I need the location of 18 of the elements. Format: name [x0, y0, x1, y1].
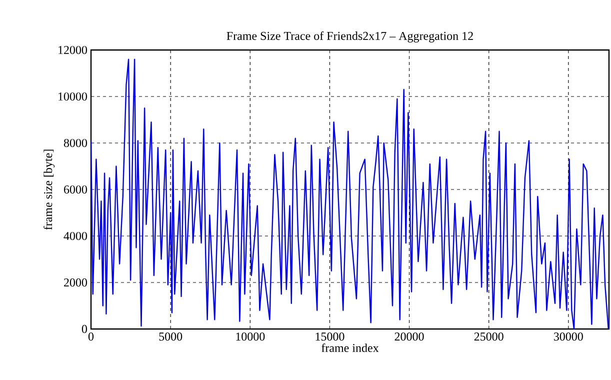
- x-tick-label: 15000: [316, 332, 344, 341]
- y-axis-title: frame size [byte]: [44, 150, 55, 230]
- y-tick-label: 4000: [64, 232, 88, 240]
- y-tick-label: 12000: [58, 46, 88, 54]
- y-tick-label: 10000: [58, 92, 88, 101]
- line-series: [91, 58, 609, 329]
- y-tick-label: 8000: [64, 138, 88, 148]
- y-tick-label: 0: [82, 324, 88, 334]
- x-tick-label: 10000: [236, 332, 265, 341]
- chart-title: Frame Size Trace of Friends2x17 – Aggregation 12: [226, 31, 473, 42]
- x-tick-label: 5000: [159, 332, 182, 341]
- x-tick-label: 0: [88, 332, 94, 341]
- x-axis-title: frame index: [322, 343, 379, 352]
- x-tick-label: 25000: [474, 332, 504, 341]
- y-tick-label: 6000: [64, 185, 88, 194]
- x-tick-label: 30000: [554, 332, 583, 341]
- y-tick-label: 2000: [64, 278, 88, 287]
- x-tick-label: 20000: [394, 332, 424, 341]
